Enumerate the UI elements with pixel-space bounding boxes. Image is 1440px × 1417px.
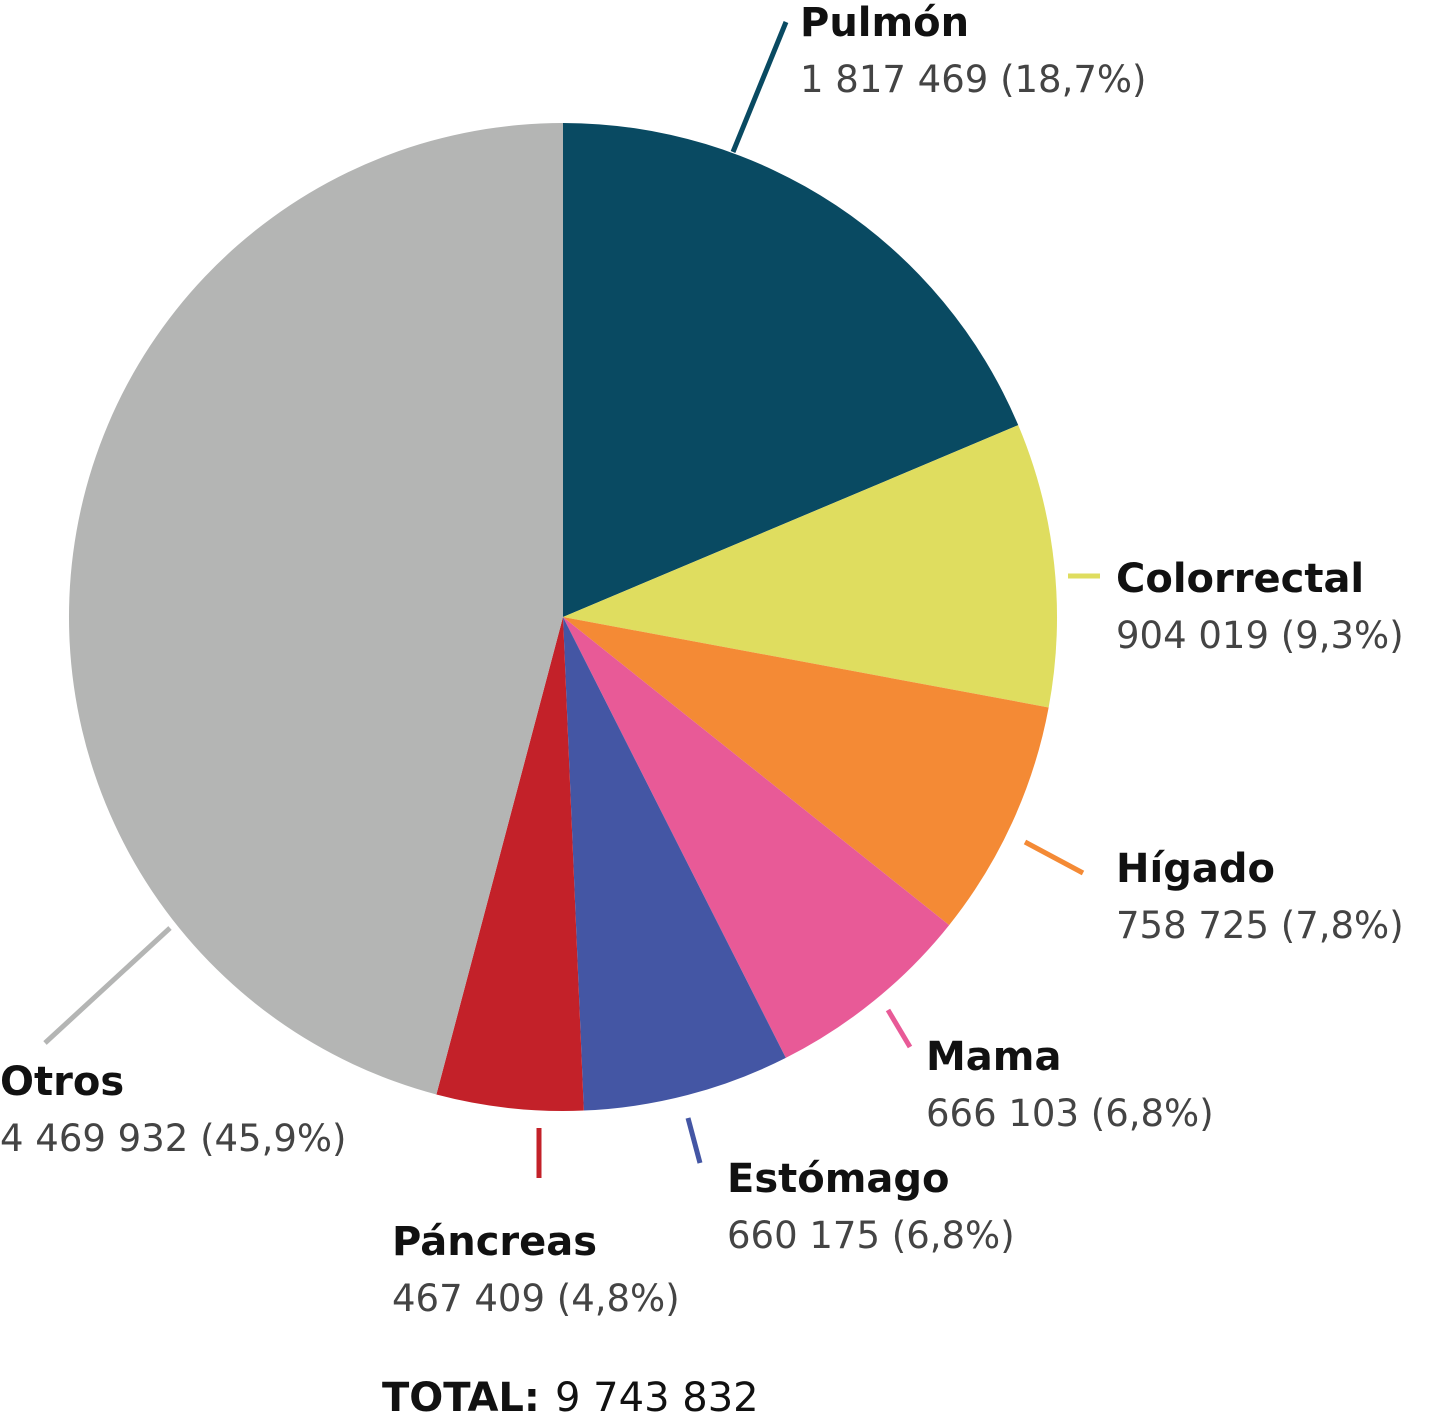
total-text: TOTAL: 9 743 832 xyxy=(382,1375,759,1417)
leader-line-higado xyxy=(1023,839,1085,876)
leader-line-mama xyxy=(885,1008,913,1049)
slice-label-otros: Otros xyxy=(0,1059,124,1105)
slice-label-colorrectal: Colorrectal xyxy=(1116,556,1364,602)
pie-slice-pulmon xyxy=(563,123,1019,617)
slice-label-pancreas: Páncreas xyxy=(392,1219,597,1265)
pie-slice-otros xyxy=(68,122,563,1095)
slice-value-colorrectal: 904 019 (9,3%) xyxy=(1116,614,1404,657)
slice-value-pancreas: 467 409 (4,8%) xyxy=(392,1277,680,1320)
pie-slices xyxy=(68,122,1057,1111)
slice-label-mama: Mama xyxy=(926,1034,1061,1080)
pie-slice-mama xyxy=(563,617,950,1058)
leader-line-otros xyxy=(43,926,172,1045)
slice-label-higado: Hígado xyxy=(1116,846,1275,892)
slice-value-estomago: 660 175 (6,8%) xyxy=(727,1214,1015,1257)
slice-value-otros: 4 469 932 (45,9%) xyxy=(0,1117,346,1160)
slice-label-estomago: Estómago xyxy=(727,1156,950,1202)
slice-label-pulmon: Pulmón xyxy=(800,0,969,46)
pie-slice-pancreas xyxy=(436,617,584,1111)
pie-slice-colorrectal xyxy=(563,425,1057,708)
pie-slice-estomago xyxy=(563,617,786,1111)
pie-slice-higado xyxy=(563,617,1049,926)
slice-labels: Pulmón 1 817 469 (18,7%) Colorrectal 904 01… xyxy=(0,0,1404,1320)
slice-value-higado: 758 725 (7,8%) xyxy=(1116,904,1404,947)
leader-lines xyxy=(43,21,1100,1178)
leader-line-estomago xyxy=(685,1117,703,1164)
leader-line-pulmon xyxy=(730,21,789,153)
total-label: TOTAL: xyxy=(382,1375,540,1417)
total-value: 9 743 832 xyxy=(555,1375,759,1417)
slice-value-mama: 666 103 (6,8%) xyxy=(926,1092,1214,1135)
slice-value-pulmon: 1 817 469 (18,7%) xyxy=(800,58,1146,101)
